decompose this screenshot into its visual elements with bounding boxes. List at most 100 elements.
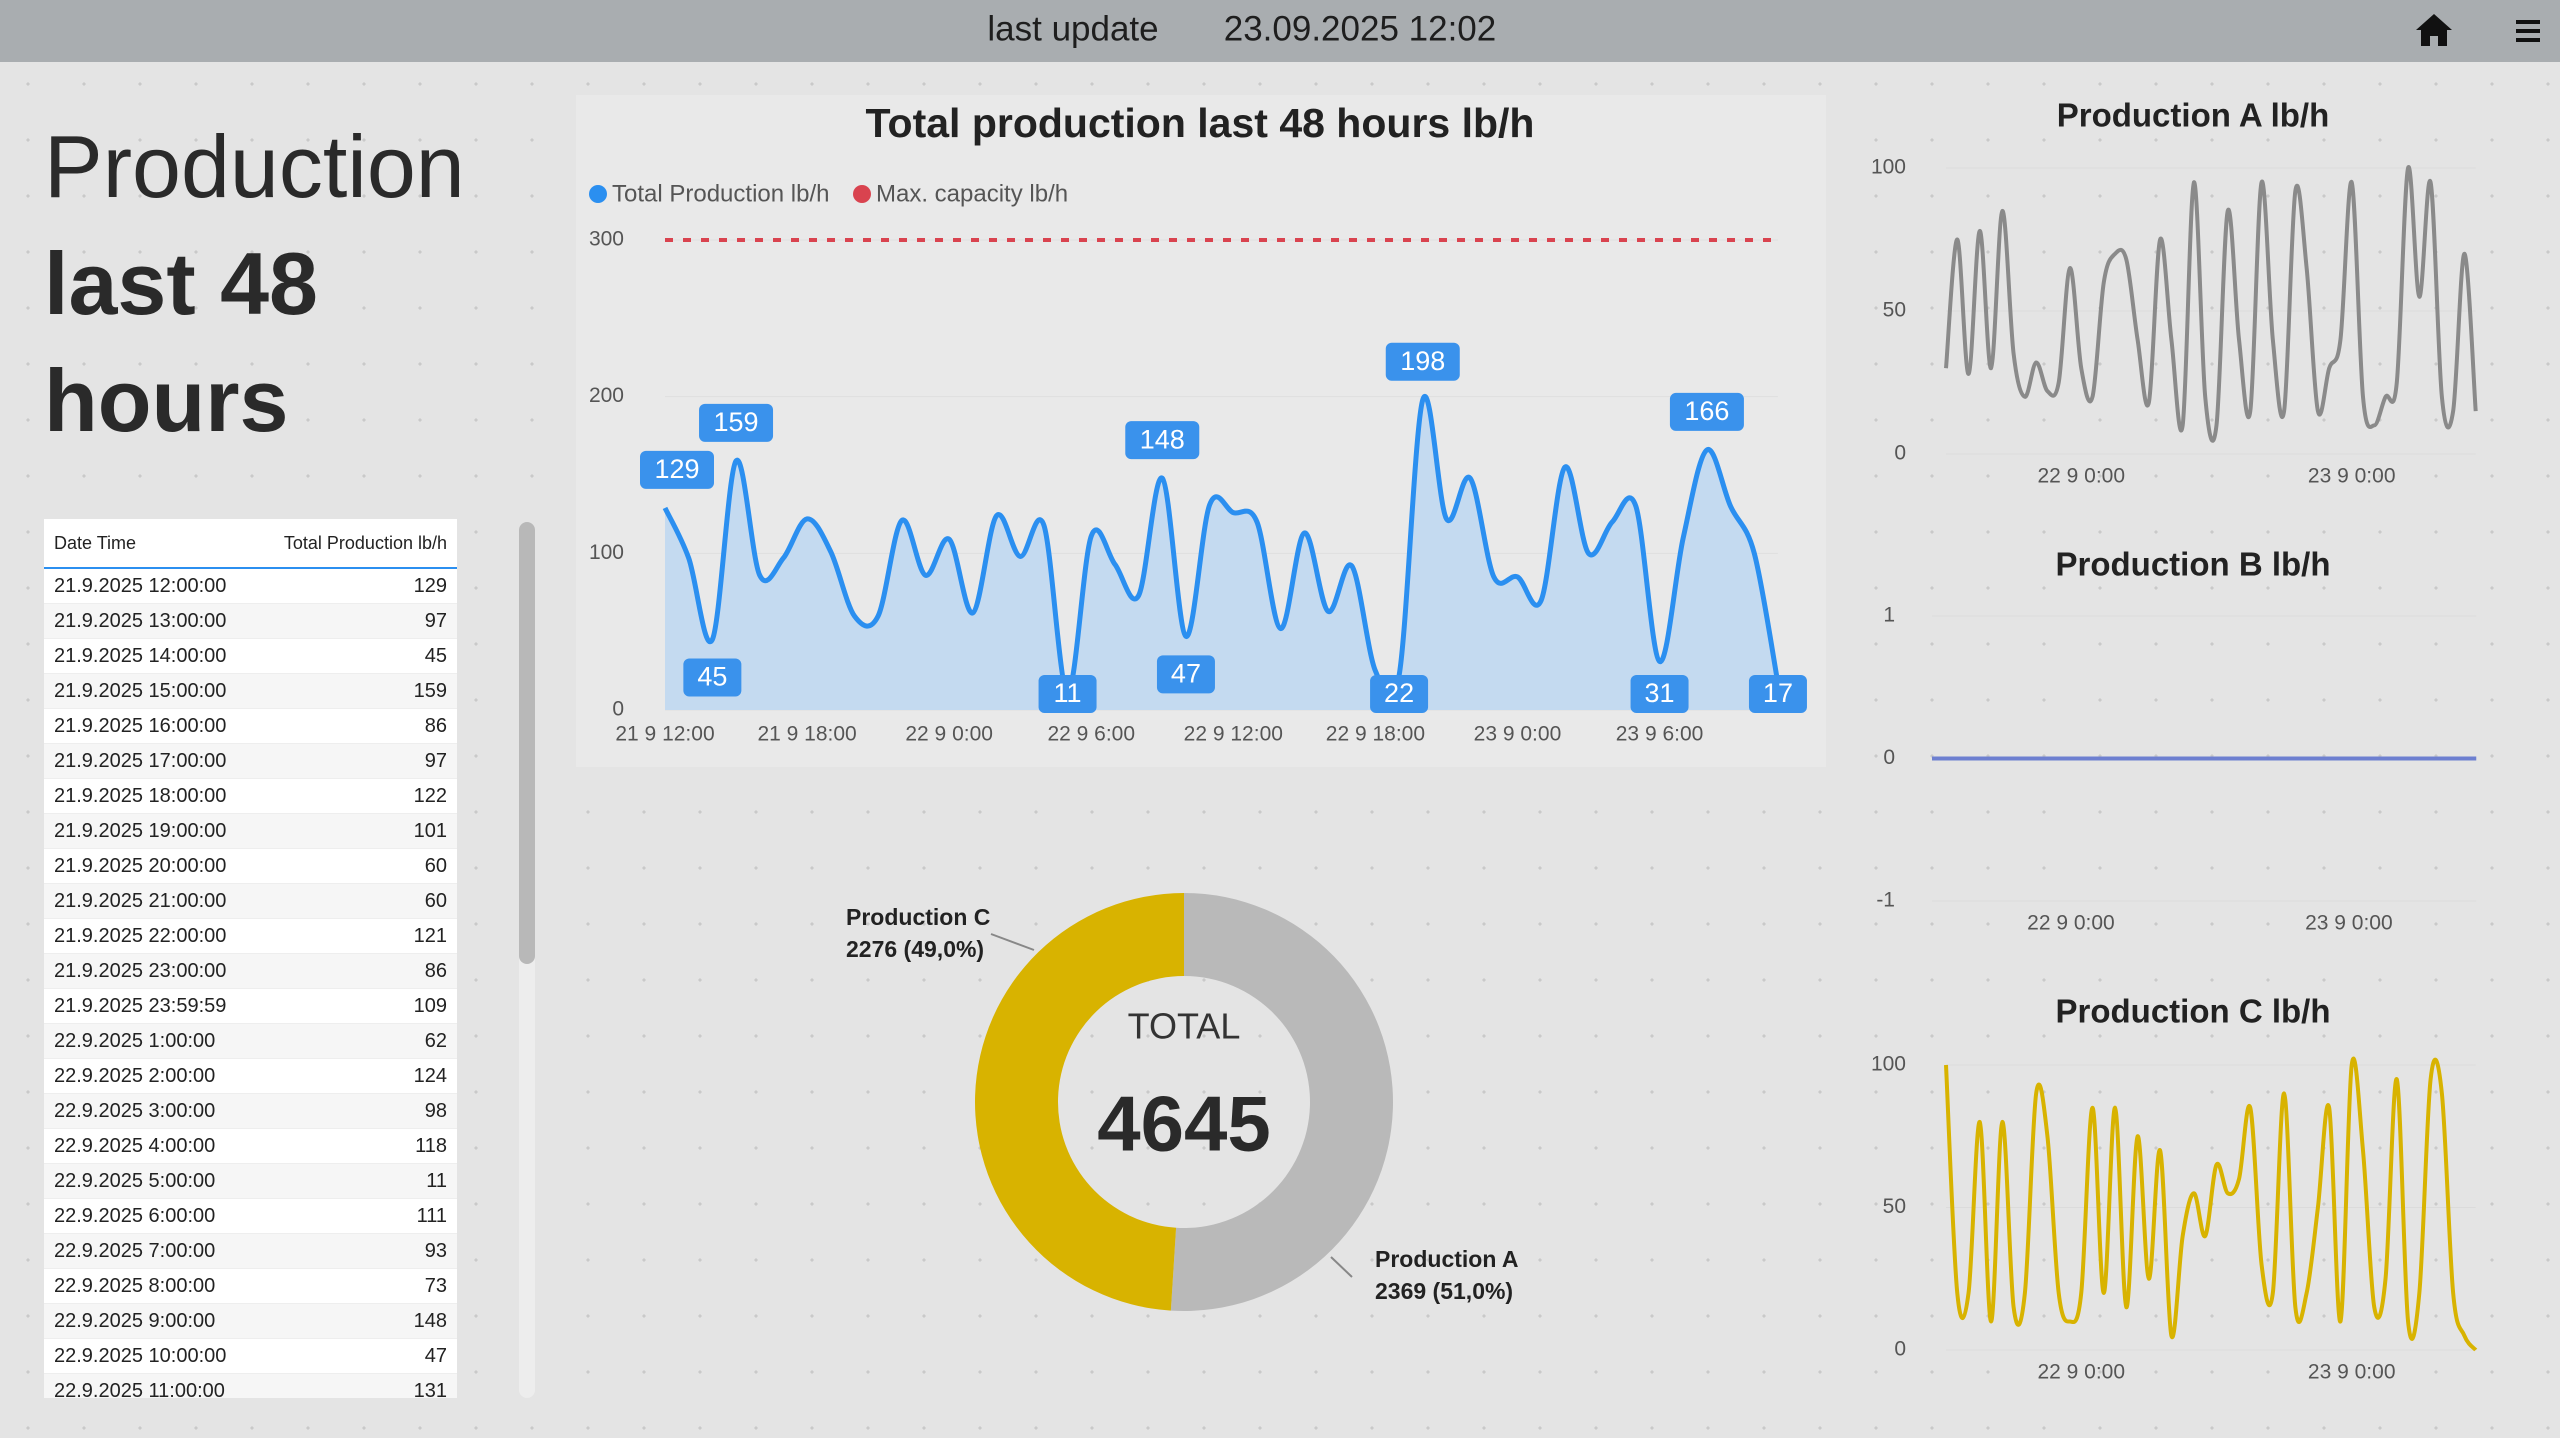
table-row: 22.9.2025 8:00:00 73 xyxy=(44,1269,457,1304)
table-row: 22.9.2025 5:00:00 11 xyxy=(44,1164,457,1199)
x-tick-label: 23 9 0:00 xyxy=(2308,1361,2396,1384)
column-header: Date Time xyxy=(54,532,137,553)
line xyxy=(1944,1056,2478,1352)
line xyxy=(662,394,1781,702)
donut-total: 4645 xyxy=(1097,1080,1271,1168)
menu-icon[interactable] xyxy=(2516,20,2540,42)
data-label: 31 xyxy=(1645,678,1675,708)
table-cell: 109 xyxy=(413,994,447,1017)
y-tick-label: 50 xyxy=(1883,1195,1906,1218)
data-label: 159 xyxy=(714,407,759,437)
table-cell: 60 xyxy=(424,889,447,912)
data-label-box xyxy=(640,450,714,489)
y-tick-label: 300 xyxy=(589,228,624,251)
table-row: 21.9.2025 14:00:00 45 xyxy=(44,639,457,674)
table-cell: 121 xyxy=(413,924,447,947)
table-cell: 11 xyxy=(426,1169,447,1192)
table-cell: 21.9.2025 16:00:00 xyxy=(54,714,227,737)
x-tick-label: 21 9 18:00 xyxy=(757,723,856,746)
data-label: 129 xyxy=(654,454,699,484)
x-tick-label: 22 9 0:00 xyxy=(2037,465,2125,488)
donut-segment xyxy=(1170,893,1393,1311)
table-cell: 21.9.2025 23:59:59 xyxy=(54,994,227,1017)
donut-value: 2276 (49,0%) xyxy=(846,936,984,962)
table-cell: 73 xyxy=(424,1274,447,1297)
data-label-box xyxy=(1630,675,1689,713)
table-row: 22.9.2025 11:00:00 131 xyxy=(44,1374,457,1398)
table-cell: 86 xyxy=(424,959,447,982)
table-row: 22.9.2025 1:00:00 62 xyxy=(44,1024,457,1059)
table-cell: 60 xyxy=(424,854,447,877)
x-tick-label: 23 9 0:00 xyxy=(2308,465,2396,488)
table-cell: 22.9.2025 3:00:00 xyxy=(54,1099,216,1122)
data-label-box xyxy=(1156,655,1215,694)
y-tick-label: 1 xyxy=(1883,604,1895,627)
table-cell: 22.9.2025 5:00:00 xyxy=(54,1169,216,1192)
table-cell: 21.9.2025 13:00:00 xyxy=(54,609,227,632)
table-cell: 93 xyxy=(424,1239,447,1262)
table-row: 21.9.2025 12:00:00 129 xyxy=(44,569,457,604)
x-tick-label: 21 9 12:00 xyxy=(615,723,714,746)
table-row: 21.9.2025 21:00:00 60 xyxy=(44,884,457,919)
y-tick-label: -1 xyxy=(1876,889,1895,912)
scroll-thumb[interactable] xyxy=(519,522,535,964)
data-label: 45 xyxy=(697,662,727,692)
table-row: 21.9.2025 19:00:00 101 xyxy=(44,814,457,849)
table-cell: 22.9.2025 7:00:00 xyxy=(54,1239,216,1262)
table-cell: 129 xyxy=(413,574,447,597)
chart-title: Total production last 48 hours lb/h xyxy=(866,100,1535,146)
update-label: last update xyxy=(987,9,1158,48)
x-tick-label: 22 9 0:00 xyxy=(2027,912,2115,935)
data-label-box xyxy=(699,403,774,442)
table-row: 21.9.2025 16:00:00 86 xyxy=(44,709,457,744)
table-row: 21.9.2025 23:59:59 109 xyxy=(44,989,457,1024)
table-row: 21.9.2025 20:00:00 60 xyxy=(44,849,457,884)
leader-line xyxy=(990,933,1035,951)
y-tick-label: 0 xyxy=(1883,746,1895,769)
table-cell: 148 xyxy=(413,1309,447,1332)
table-cell: 86 xyxy=(424,714,447,737)
data-label-box xyxy=(1370,675,1429,713)
table-row: 21.9.2025 13:00:00 97 xyxy=(44,604,457,639)
table-cell: 21.9.2025 17:00:00 xyxy=(54,749,227,772)
chart-title: Production B lb/h xyxy=(2056,546,2331,583)
table-cell: 124 xyxy=(413,1064,447,1087)
table-row: 21.9.2025 18:00:00 122 xyxy=(44,779,457,814)
data-label: 47 xyxy=(1171,658,1201,688)
data-label: 198 xyxy=(1400,346,1445,376)
x-tick-label: 22 9 0:00 xyxy=(905,723,993,746)
table-cell: 101 xyxy=(413,819,447,842)
table-cell: 22.9.2025 10:00:00 xyxy=(54,1344,227,1367)
line xyxy=(1944,165,2478,443)
chart-title: Production A lb/h xyxy=(2057,97,2330,134)
x-tick-label: 22 9 0:00 xyxy=(2037,1361,2125,1384)
y-tick-label: 100 xyxy=(1871,156,1906,179)
table-row: 22.9.2025 2:00:00 124 xyxy=(44,1059,457,1094)
legend-marker xyxy=(853,185,871,203)
donut-label: Production A xyxy=(1375,1246,1519,1272)
table-cell: 21.9.2025 20:00:00 xyxy=(54,854,227,877)
table-cell: 45 xyxy=(424,644,447,667)
update-time: 23.09.2025 12:02 xyxy=(1224,9,1496,48)
data-label: 11 xyxy=(1054,678,1082,708)
table-row: 22.9.2025 6:00:00 111 xyxy=(44,1199,457,1234)
table-cell: 22.9.2025 2:00:00 xyxy=(54,1064,216,1087)
header-bar xyxy=(0,0,2560,62)
table-cell: 21.9.2025 21:00:00 xyxy=(54,889,227,912)
table-row: 21.9.2025 22:00:00 121 xyxy=(44,919,457,954)
table-cell: 21.9.2025 22:00:00 xyxy=(54,924,227,947)
legend-marker xyxy=(589,185,607,203)
home-icon[interactable] xyxy=(2416,14,2452,46)
y-tick-label: 0 xyxy=(1894,1338,1906,1361)
data-table: Date Time Total Production lb/h 21.9.2025 … xyxy=(44,519,457,1398)
table-cell: 21.9.2025 14:00:00 xyxy=(54,644,227,667)
table-cell: 22.9.2025 9:00:00 xyxy=(54,1309,216,1332)
chart-title: Production C lb/h xyxy=(2056,993,2331,1030)
table-cell: 21.9.2025 23:00:00 xyxy=(54,959,227,982)
table-header: Date Time Total Production lb/h xyxy=(44,519,457,569)
data-label-box xyxy=(1125,421,1200,460)
data-label-box xyxy=(683,658,742,697)
scrollbar[interactable] xyxy=(519,522,535,1398)
